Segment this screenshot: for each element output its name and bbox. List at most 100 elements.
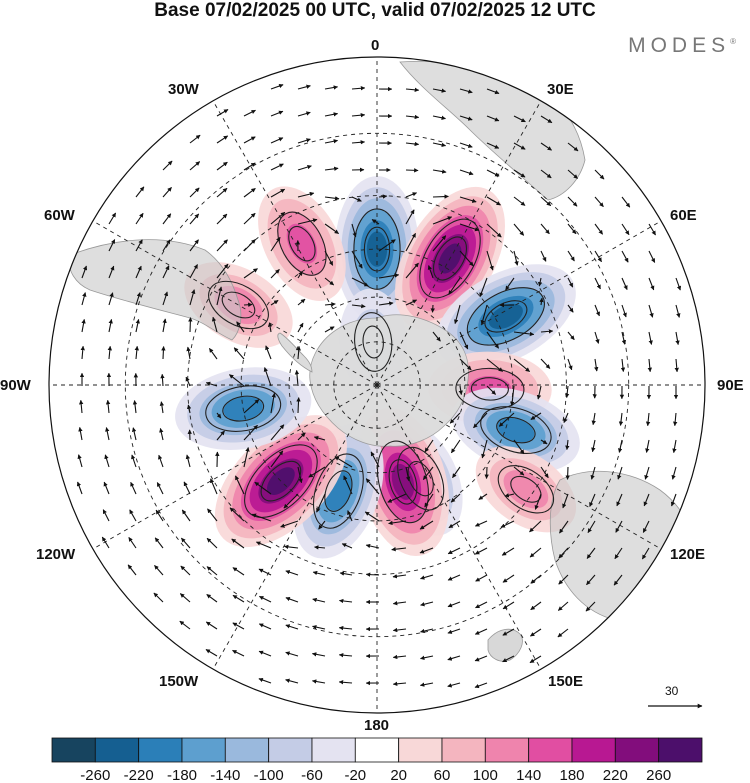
wind-arrow xyxy=(447,628,461,634)
wind-arrow xyxy=(513,466,525,476)
wind-arrow xyxy=(530,628,542,637)
wind-arrow xyxy=(513,223,525,236)
wind-arrow xyxy=(280,520,299,528)
wind-arrow xyxy=(557,601,569,611)
wind-arrow xyxy=(672,439,677,454)
contour-cell xyxy=(277,211,327,276)
wind-arrow xyxy=(530,412,542,420)
wind-arrow xyxy=(558,547,569,559)
wind-arrow xyxy=(311,652,326,657)
wind-arrow xyxy=(474,547,488,555)
wind-arrow xyxy=(294,369,300,387)
lon-label-30w: 30W xyxy=(168,81,199,98)
parallel xyxy=(288,296,466,474)
wind-arrow xyxy=(459,331,469,350)
wind-arrow xyxy=(216,286,223,306)
wind-arrow xyxy=(529,655,542,664)
wind-arrow xyxy=(324,277,335,286)
wind-arrow xyxy=(233,347,245,360)
wind-arrow xyxy=(338,598,353,604)
wind-arrow xyxy=(232,649,245,657)
wind-arrow xyxy=(501,547,515,556)
colorbar-box xyxy=(311,737,356,763)
wind-arrow xyxy=(127,564,137,576)
wind-arrow xyxy=(420,601,434,607)
wind-arrow xyxy=(258,623,272,630)
streamline-contour xyxy=(354,312,393,372)
wind-arrow xyxy=(513,169,526,178)
wind-arrow xyxy=(567,304,574,313)
wind-arrow xyxy=(510,385,515,407)
wind-arrow xyxy=(405,87,420,93)
meridian xyxy=(376,220,662,386)
streamline-contour xyxy=(470,377,509,401)
wind-arrow xyxy=(594,304,600,317)
wind-arrow xyxy=(131,454,137,468)
wind-arrow xyxy=(459,169,474,176)
wind-arrow xyxy=(265,345,272,360)
wind-arrow xyxy=(108,292,114,306)
wind-arrow xyxy=(453,304,461,325)
wind-arrow xyxy=(432,169,447,174)
wind-arrow xyxy=(297,138,311,144)
wind-arrow xyxy=(186,346,191,360)
wind-arrow xyxy=(513,115,526,123)
wind-arrow xyxy=(270,110,284,117)
map-border xyxy=(48,56,706,714)
wind-arrow xyxy=(351,86,366,91)
streamline-contour xyxy=(288,225,316,262)
wind-arrow xyxy=(338,652,353,658)
map-title: Base 07/02/2025 00 UTC, valid 07/02/2025… xyxy=(154,0,596,21)
wind-arrow xyxy=(216,263,229,279)
wind-arrow xyxy=(297,191,315,198)
wind-arrow xyxy=(132,400,138,414)
wind-arrow xyxy=(405,466,411,482)
wind-arrow xyxy=(243,109,256,117)
lon-label-90e: 90E xyxy=(717,377,744,394)
wind-arrow xyxy=(621,223,630,236)
wind-arrow xyxy=(189,239,199,252)
wind-arrow xyxy=(486,250,494,271)
wind-arrow xyxy=(534,493,542,510)
anomaly-cell xyxy=(258,186,346,301)
meridian xyxy=(376,384,542,670)
wind-arrow xyxy=(392,627,407,633)
wind-arrow xyxy=(371,219,380,225)
antarctica xyxy=(309,314,469,447)
wind-arrow xyxy=(270,211,286,225)
parallel xyxy=(240,248,514,522)
streamline-contour xyxy=(222,395,265,422)
wind-arrow xyxy=(540,196,552,207)
wind-arrow xyxy=(243,268,258,279)
colorbar-box xyxy=(441,737,486,763)
wind-arrow xyxy=(498,412,515,427)
wind-arrow xyxy=(270,236,281,252)
wind-arrow xyxy=(502,655,515,663)
lon-label-150e: 150E xyxy=(548,673,584,690)
wind-arrow xyxy=(180,537,191,549)
wind-arrow xyxy=(486,115,500,122)
wind-arrow xyxy=(558,574,569,585)
wind-arrow xyxy=(135,292,141,306)
wind-arrow xyxy=(108,265,115,279)
wind-arrow xyxy=(675,304,681,318)
wind-arrow xyxy=(459,358,472,371)
wind-arrow xyxy=(179,593,191,603)
wind-arrow xyxy=(594,196,604,208)
wind-arrow xyxy=(135,239,143,252)
wind-arrow xyxy=(324,302,336,307)
wind-arrow xyxy=(232,567,245,576)
wind-arrow xyxy=(559,520,569,534)
wind-arrow xyxy=(365,572,380,577)
wind-arrow xyxy=(420,628,434,634)
anomaly-level xyxy=(503,470,549,509)
colorbar-box xyxy=(181,737,226,763)
streamline-contour xyxy=(497,465,555,514)
wind-arrow xyxy=(450,439,461,454)
wind-arrow xyxy=(540,250,547,262)
wind-arrow xyxy=(615,520,623,533)
wind-arrow xyxy=(540,115,553,124)
wind-arrow xyxy=(448,520,461,529)
wind-arrow xyxy=(641,547,650,560)
wind-arrow xyxy=(216,187,228,198)
